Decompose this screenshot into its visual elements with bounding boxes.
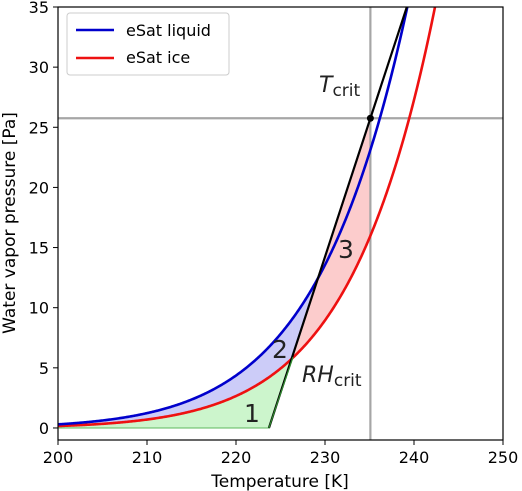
x-tick-label: 230 (310, 448, 341, 467)
y-tick-label: 15 (29, 239, 49, 258)
rh-crit-annotation: RHcrit (302, 363, 362, 391)
y-axis-ticks: 0 5 10 15 20 25 30 35 (29, 0, 58, 438)
plot-frame (57, 6, 504, 441)
series-line-esat-liquid (58, 7, 409, 426)
x-tick-label: 240 (399, 448, 430, 467)
series-lines (58, 7, 437, 429)
y-axis-label: Water vapor pressure [Pa] (0, 112, 20, 334)
y-tick-label: 5 (39, 359, 49, 378)
critical-point-marker (366, 114, 374, 122)
x-tick-label: 200 (43, 448, 74, 467)
t-crit-annotation: Tcrit (319, 73, 361, 101)
mixing-line (267, 7, 408, 429)
reference-lines (58, 7, 503, 440)
legend-label-esat-ice: eSat ice (126, 48, 190, 67)
region-label-1: 1 (244, 399, 260, 428)
y-tick-label: 35 (29, 0, 49, 17)
legend-label-esat-liquid: eSat liquid (126, 21, 211, 40)
y-tick-label: 20 (29, 178, 49, 197)
mixing-line-green-edge (268, 356, 294, 429)
y-tick-label: 0 (39, 419, 49, 438)
x-tick-label: 220 (221, 448, 252, 467)
series-line-esat-ice (58, 7, 437, 428)
region-label-3: 3 (338, 235, 354, 264)
region-2-fill (58, 318, 293, 427)
legend: eSat liquid eSat ice (66, 12, 230, 76)
rh-crit-subscript: crit (334, 371, 362, 391)
x-axis-ticks: 200 210 220 230 240 250 (43, 440, 519, 467)
rh-crit-symbol: RH (302, 363, 334, 388)
y-tick-label: 25 (29, 118, 49, 137)
region-label-2: 2 (272, 335, 288, 364)
y-tick-label: 10 (29, 299, 49, 318)
x-tick-label: 250 (488, 448, 519, 467)
t-crit-subscript: crit (332, 81, 360, 101)
t-crit-symbol: T (319, 73, 334, 98)
x-tick-label: 210 (132, 448, 163, 467)
x-axis-label: Temperature [K] (210, 472, 349, 491)
y-tick-label: 30 (29, 58, 49, 77)
legend-box (66, 12, 230, 76)
